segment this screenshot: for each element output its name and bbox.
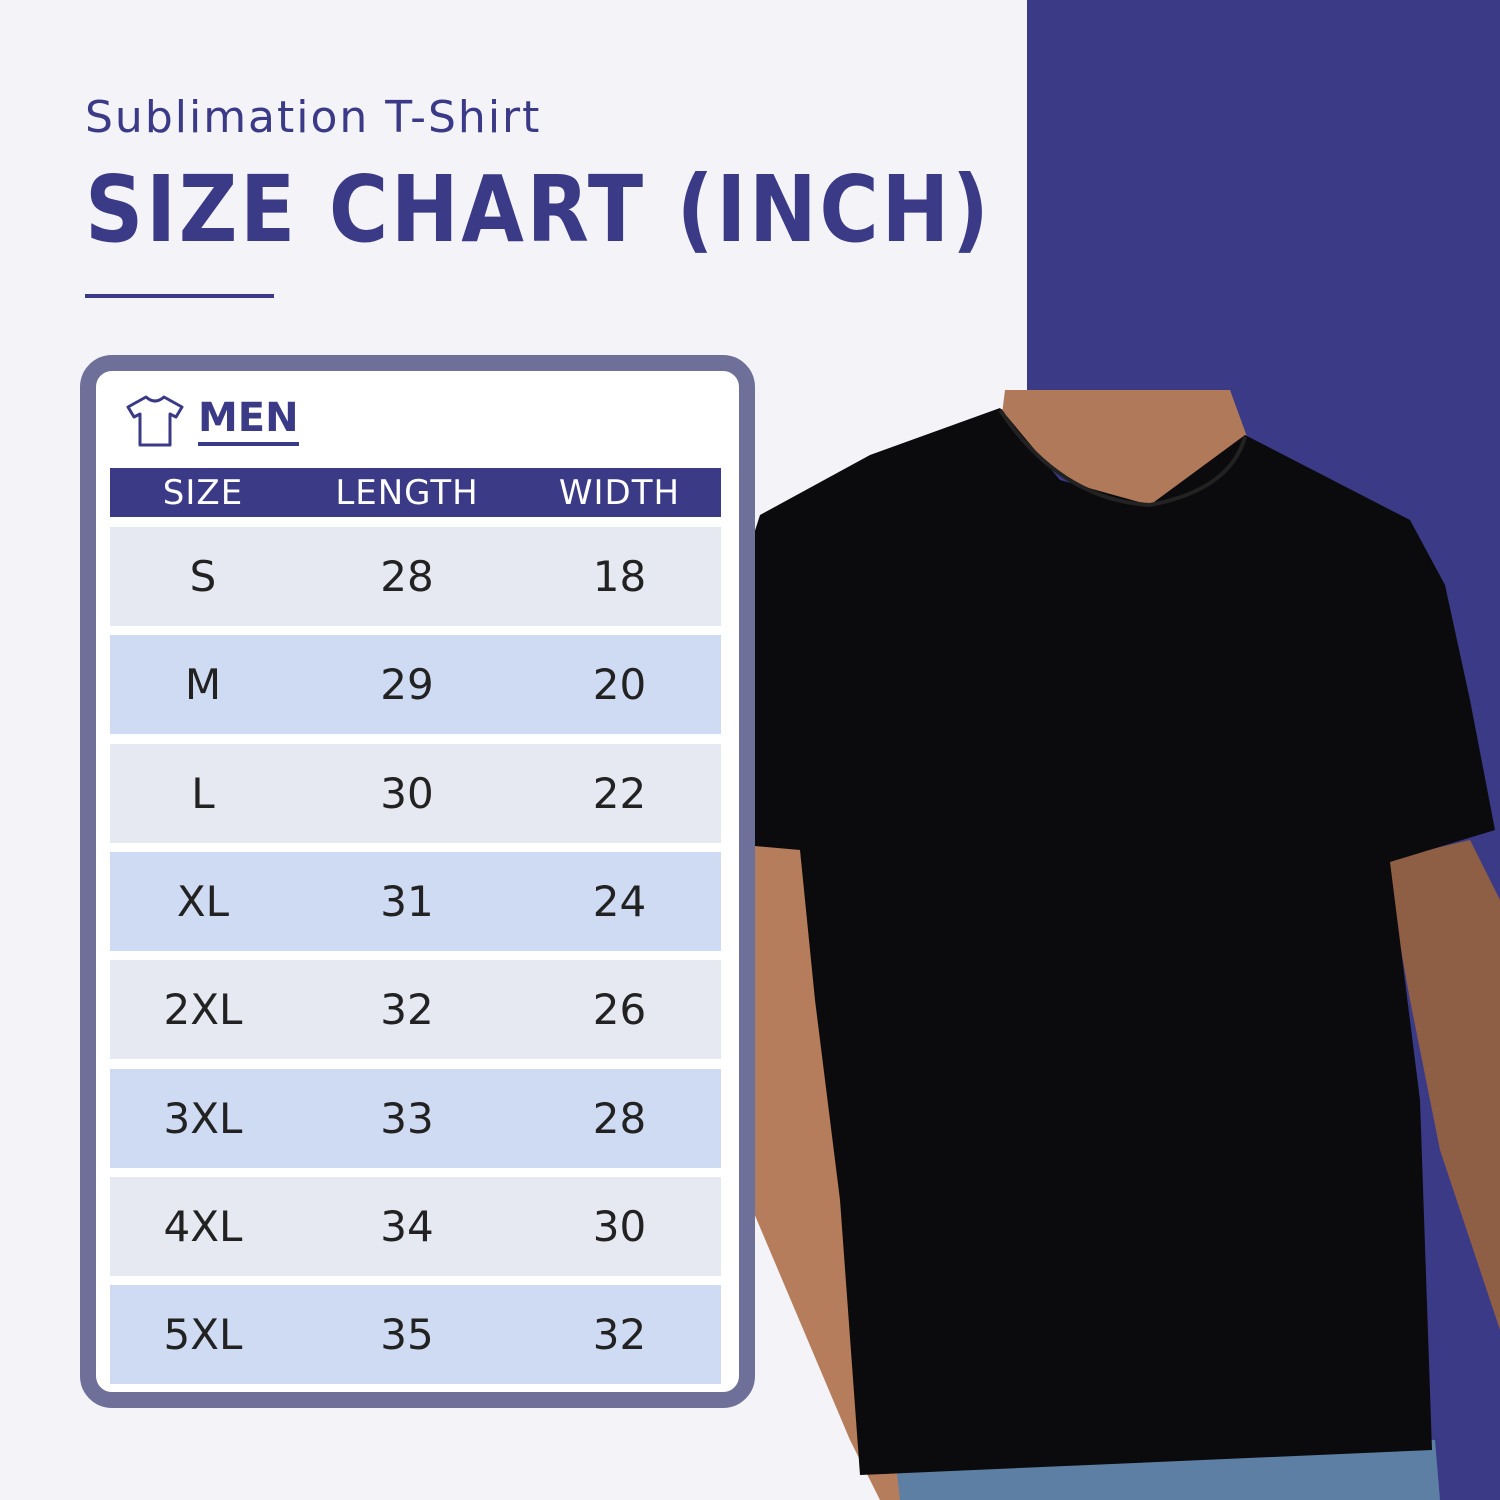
table-row: XL 31 24 [110, 851, 721, 951]
model-left-arm [678, 835, 1040, 1500]
table-row: 4XL 34 30 [110, 1176, 721, 1276]
cell-width: 32 [592, 1310, 647, 1360]
table-header: SIZE LENGTH WIDTH [110, 468, 721, 517]
cell-length: 29 [380, 660, 434, 710]
title-divider [85, 294, 274, 298]
cell-length: 31 [380, 876, 434, 926]
cell-size: 3XL [163, 1093, 243, 1143]
cell-length: 33 [380, 1093, 434, 1143]
cell-width: 20 [592, 660, 647, 710]
cell-width: 26 [592, 985, 647, 1035]
cell-length: 35 [380, 1310, 434, 1360]
cell-length: 32 [380, 985, 434, 1035]
cell-width: 30 [592, 1201, 647, 1251]
cell-length: 28 [380, 552, 434, 601]
cell-width: 24 [592, 876, 647, 926]
page-subtitle: Sublimation T-Shirt [85, 92, 542, 143]
model-right-arm [1385, 840, 1500, 1330]
cell-width: 18 [592, 552, 647, 601]
men-heading: MEN [124, 393, 299, 449]
table-row: L 30 22 [110, 743, 721, 843]
cell-size: M [184, 660, 222, 710]
cell-size: XL [176, 876, 230, 926]
table-row: M 29 20 [110, 635, 721, 735]
cell-size: 4XL [163, 1201, 243, 1251]
cell-length: 30 [380, 768, 434, 818]
cell-size: L [191, 768, 215, 818]
model-neck [1000, 390, 1250, 525]
cell-width: 22 [592, 768, 647, 818]
model-collar [998, 408, 1247, 508]
tshirt-icon [126, 395, 184, 447]
column-header-length: LENGTH [335, 472, 479, 513]
men-label: MEN [198, 396, 299, 446]
model-black-tshirt [688, 408, 1495, 1475]
cell-size: 5XL [163, 1310, 243, 1360]
table-row: 5XL 35 32 [110, 1285, 721, 1385]
page-title: SIZE CHART (INCH) [85, 156, 992, 263]
table-row: S 28 18 [110, 527, 721, 626]
cell-size: 2XL [163, 985, 243, 1035]
column-header-size: SIZE [162, 472, 244, 513]
cell-size: S [189, 552, 217, 601]
column-header-width: WIDTH [558, 472, 681, 513]
table-row: 3XL 33 28 [110, 1068, 721, 1168]
cell-width: 28 [592, 1093, 647, 1143]
cell-length: 34 [380, 1201, 434, 1251]
size-chart-card: MEN SIZE LENGTH WIDTH S 28 18 M 29 20 L 30 22 XL 3… [80, 355, 755, 1408]
table-row: 2XL 32 26 [110, 960, 721, 1060]
